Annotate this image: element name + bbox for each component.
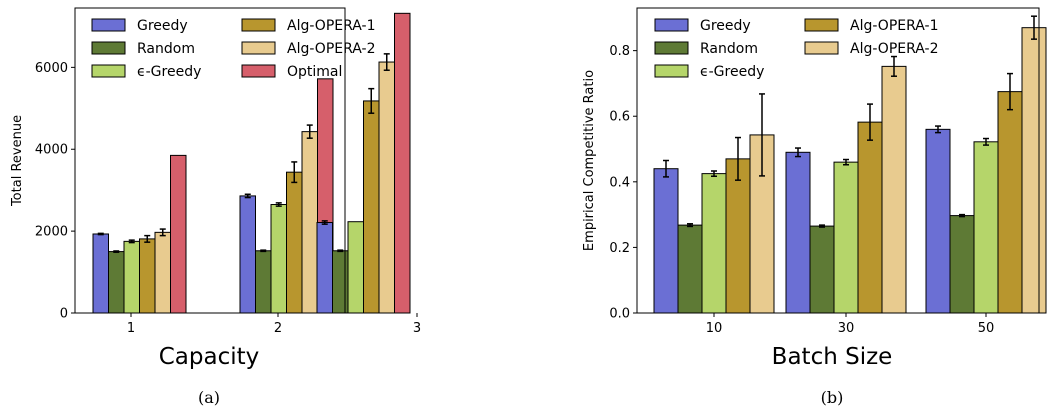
bar-Random-30	[809, 225, 835, 314]
bar-Random-1	[108, 251, 125, 314]
legend-label-epsilon-Greedy: ϵ-Greedy	[700, 64, 764, 80]
bar-Greedy-3	[316, 222, 333, 314]
bar-Alg-OPERA-1-30	[857, 121, 883, 314]
legend-swatch-epsilon-Greedy	[91, 64, 126, 78]
legend-swatch-Optimal	[241, 64, 276, 78]
legend-label-Greedy: Greedy	[137, 18, 188, 34]
plot-frame	[636, 7, 1040, 314]
y-tick-label: 4000	[35, 143, 68, 158]
bar-Greedy-1	[92, 233, 109, 314]
x-tick-label: 1	[127, 321, 135, 336]
bar-Alg-OPERA-1-50	[997, 91, 1023, 314]
legend-swatch-Alg-OPERA-2	[804, 41, 839, 55]
bar-epsilon-Greedy-30	[833, 161, 859, 314]
legend-label-Random: Random	[700, 41, 758, 57]
y-tick-label: 6000	[35, 61, 68, 76]
bar-Optimal-1	[170, 154, 187, 314]
legend-label-Optimal: Optimal	[287, 64, 342, 80]
bar-Random-50	[949, 215, 975, 314]
legend-label-Alg-OPERA-1: Alg-OPERA-1	[287, 18, 376, 34]
y-axis-label: Total Revenue	[10, 115, 25, 207]
bar-Alg-OPERA-2-1	[154, 231, 171, 314]
y-tick-label: 2000	[35, 225, 68, 240]
legend-label-epsilon-Greedy: ϵ-Greedy	[137, 64, 201, 80]
bar-Random-3	[332, 250, 349, 314]
bar-epsilon-Greedy-50	[973, 141, 999, 314]
bar-Greedy-30	[785, 151, 811, 314]
legend-swatch-Random	[654, 41, 689, 55]
bar-Alg-OPERA-1-2	[286, 171, 303, 314]
legend-swatch-Alg-OPERA-1	[804, 18, 839, 32]
bar-Greedy-2	[239, 195, 256, 314]
bar-Alg-OPERA-1-10	[725, 158, 751, 314]
bar-epsilon-Greedy-10	[701, 173, 727, 314]
bar-epsilon-Greedy-2	[270, 204, 287, 314]
legend: Greedy Random ϵ-Greedy Alg-OPERA-1 Alg-OPERA…	[91, 18, 376, 80]
legend: Greedy Random ϵ-Greedy Alg-OPERA-1 Alg-OPERA…	[654, 18, 939, 80]
x-tick-label: 30	[838, 321, 855, 336]
panel-a: 0 2000 4000 6000 1 2 3 Capacity Total Revenue (a)…	[10, 7, 421, 407]
x-tick-label: 50	[978, 321, 995, 336]
bar-Greedy-50	[925, 128, 951, 314]
panel-caption: (b)	[821, 388, 844, 407]
legend-label-Alg-OPERA-2: Alg-OPERA-2	[287, 41, 376, 57]
legend-swatch-Greedy	[91, 18, 126, 32]
bar-epsilon-Greedy-1	[123, 240, 140, 314]
bar-Optimal-3	[394, 12, 411, 314]
legend-swatch-Alg-OPERA-2	[241, 41, 276, 55]
legend-swatch-Greedy	[654, 18, 689, 32]
bar-Alg-OPERA-1-3	[363, 100, 380, 314]
x-tick-label: 10	[706, 321, 723, 336]
x-axis-label: Batch Size	[772, 344, 893, 370]
legend-label-Alg-OPERA-2: Alg-OPERA-2	[850, 41, 939, 57]
bar-Greedy-10	[653, 168, 679, 314]
legend-swatch-Random	[91, 41, 126, 55]
x-tick-label: 2	[274, 321, 282, 336]
panel-caption: (a)	[198, 388, 220, 407]
y-tick-label: 0.2	[609, 241, 630, 256]
bar-epsilon-Greedy-3	[347, 221, 364, 314]
legend-label-Random: Random	[137, 41, 195, 57]
plot-frame	[74, 7, 346, 314]
bar-Random-10	[677, 224, 703, 314]
y-tick-label: 0	[60, 307, 68, 322]
y-tick-label: 0.8	[609, 44, 630, 59]
bar-Alg-OPERA-2-2	[301, 131, 318, 314]
panel-b: 0.0 0.2 0.4 0.6 0.8 10 30 50 Batch Size Empirical…	[582, 7, 1047, 407]
x-axis-label: Capacity	[159, 344, 260, 370]
bar-Alg-OPERA-2-3	[378, 61, 395, 314]
bar-Alg-OPERA-1-1	[139, 238, 156, 314]
legend-label-Greedy: Greedy	[700, 18, 751, 34]
x-tick-label: 3	[413, 321, 421, 336]
y-tick-label: 0.0	[609, 307, 630, 322]
bar-Alg-OPERA-2-50	[1021, 27, 1047, 314]
bar-Random-2	[255, 250, 272, 314]
legend-label-Alg-OPERA-1: Alg-OPERA-1	[850, 18, 939, 34]
legend-swatch-epsilon-Greedy	[654, 64, 689, 78]
y-tick-label: 0.4	[609, 175, 630, 190]
legend-swatch-Alg-OPERA-1	[241, 18, 276, 32]
y-axis-label: Empirical Competitive Ratio	[582, 70, 597, 251]
y-tick-label: 0.6	[609, 110, 630, 125]
bar-Alg-OPERA-2-30	[881, 65, 907, 314]
